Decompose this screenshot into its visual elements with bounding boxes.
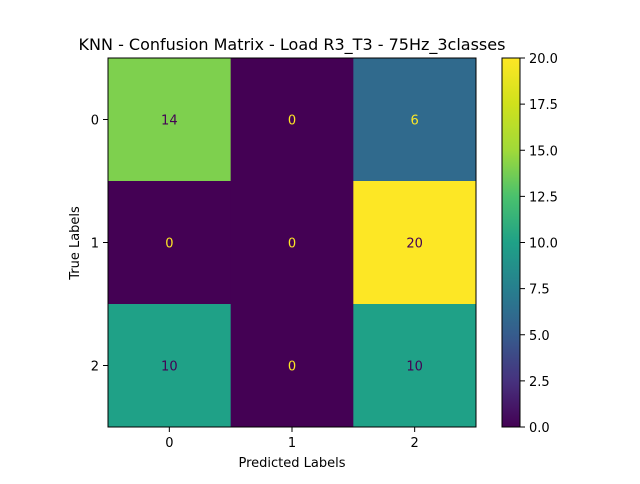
colorbar-tick-label: 10.0: [529, 237, 558, 252]
cell-value-r1-c0: 0: [165, 237, 173, 252]
cell-value-r2-c2: 10: [406, 360, 423, 375]
y-tick-label: 2: [91, 360, 99, 375]
colorbar-tick-label: 7.5: [529, 283, 550, 298]
heatmap-cell-r1-c1: [230, 181, 354, 305]
y-axis-ticks: 0 1 2: [91, 114, 108, 375]
heatmap-cell-labels: 14 0 6 0 0 20 10 0 10: [161, 114, 423, 375]
colorbar-tick-label: 12.5: [529, 190, 558, 205]
colorbar-tick-label: 20.0: [529, 52, 558, 67]
x-axis-label: Predicted Labels: [238, 456, 345, 471]
heatmap-cell-r0-c1: [230, 58, 354, 182]
heatmap-cell-r2-c1: [230, 304, 354, 428]
y-axis-label: True Labels: [68, 206, 83, 281]
colorbar: [501, 57, 521, 428]
heatmap-cell-r0-c2: [353, 58, 477, 182]
x-tick-label: 0: [165, 436, 173, 451]
x-tick-label: 1: [288, 436, 296, 451]
cell-value-r2-c0: 10: [161, 360, 178, 375]
heatmap-cell-r2-c2: [353, 304, 477, 428]
colorbar-tick-label: 15.0: [529, 144, 558, 159]
cell-value-r0-c0: 14: [161, 114, 178, 129]
cell-value-r2-c1: 0: [288, 360, 296, 375]
heatmap-cell-r0-c0: [108, 58, 232, 182]
heatmap-cell-r1-c2: [353, 181, 477, 305]
x-axis-ticks: 0 1 2: [165, 427, 419, 451]
y-tick-label: 1: [91, 237, 99, 252]
cell-value-r1-c2: 20: [406, 237, 423, 252]
chart-title: KNN - Confusion Matrix - Load R3_T3 - 75…: [79, 35, 506, 55]
colorbar-tick-label: 17.5: [529, 98, 558, 113]
colorbar-tick-label: 2.5: [529, 375, 550, 390]
y-tick-label: 0: [91, 114, 99, 129]
cell-value-r0-c2: 6: [411, 114, 419, 129]
heatmap-cells: [108, 58, 477, 428]
colorbar-ticks: 0.0 2.5 5.0 7.5 10.0 12.5 15.0 17.5 20.0: [520, 52, 558, 436]
x-tick-label: 2: [411, 436, 419, 451]
colorbar-tick-label: 5.0: [529, 329, 550, 344]
heatmap-cell-r1-c0: [108, 181, 232, 305]
cell-value-r1-c1: 0: [288, 237, 296, 252]
cell-value-r0-c1: 0: [288, 114, 296, 129]
heatmap-cell-r2-c0: [108, 304, 232, 428]
colorbar-tick-label: 0.0: [529, 421, 550, 436]
